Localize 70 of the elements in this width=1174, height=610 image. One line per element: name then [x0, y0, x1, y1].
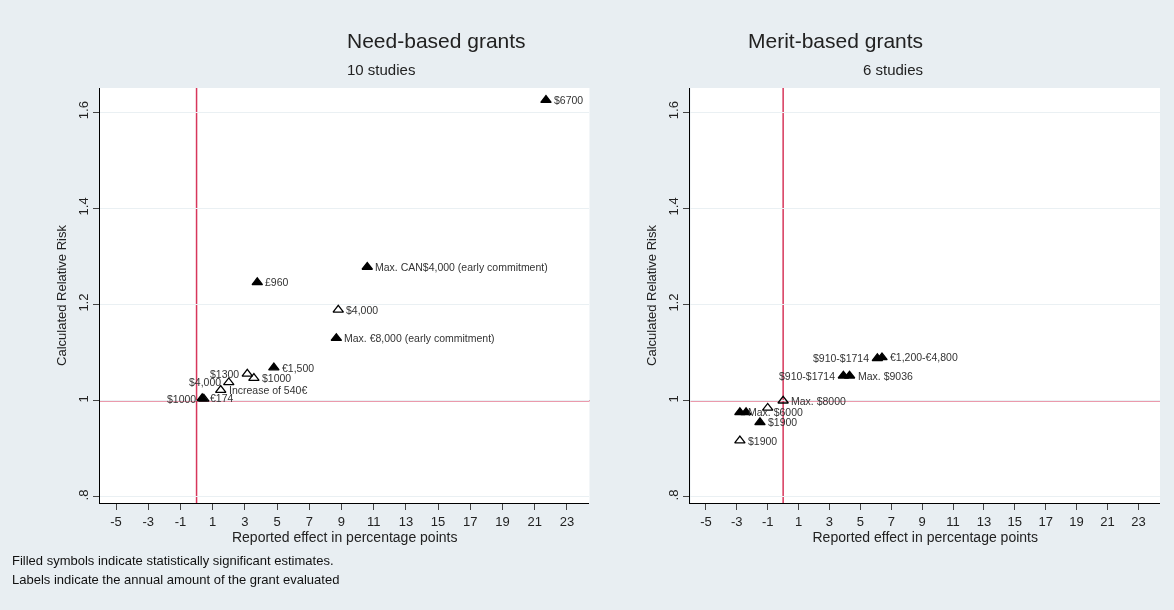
annotation: Max. $8000: [791, 395, 847, 407]
point: [540, 94, 552, 103]
annotation: Max. €8,000 (early commitment): [344, 332, 495, 344]
x-tick-label: 3: [825, 513, 834, 529]
x-tick-label: 15: [430, 513, 446, 529]
y-tick-label: .8: [75, 489, 91, 501]
x-tick-label: -5: [110, 513, 122, 529]
point: [248, 372, 260, 382]
point: [268, 362, 280, 371]
annotation: $4,000: [346, 304, 379, 316]
x-tick-label: -1: [174, 513, 187, 529]
chart-title: Need-based grants: [347, 29, 526, 52]
annotation: $910-$1714: [813, 352, 870, 364]
annotation: $1300: [210, 368, 240, 380]
y-tick-label: 1.2: [666, 293, 682, 312]
x-tick-label: 3: [241, 513, 249, 529]
x-tick-label: -1: [761, 513, 774, 529]
x-tick-label: 23: [559, 513, 575, 529]
text: Labels indicate the annual amount of the grant evaluated: [12, 572, 340, 587]
annotation: $1000: [167, 393, 197, 405]
x-tick-label: 5: [273, 513, 281, 529]
y-tick-label: 1.4: [666, 197, 682, 216]
point: [754, 417, 766, 426]
y-axis-title: Calculated Relative Risk: [644, 224, 660, 366]
x-tick-label: 1: [209, 513, 217, 529]
x-tick-label: 19: [1069, 513, 1084, 529]
annotation: €1,200-€4,800: [890, 351, 958, 363]
x-tick-label: 5: [856, 513, 864, 529]
x-tick-label: 15: [1007, 513, 1023, 529]
x-tick-label: 9: [918, 513, 926, 529]
y-tick-label: 1: [75, 395, 91, 403]
y-tick-label: 1.6: [666, 101, 682, 120]
point: [777, 395, 789, 404]
x-tick-label: 23: [1131, 513, 1146, 529]
y-tick-label: 1.6: [75, 101, 91, 120]
annotation: $1900: [748, 435, 778, 447]
x-tick-label: 21: [1100, 513, 1115, 529]
x-tick-label: -5: [700, 513, 712, 529]
x-tick-label: 19: [495, 513, 510, 529]
annotation: Max. $9036: [858, 370, 914, 382]
annotation: $6700: [554, 94, 584, 106]
annotation: £960: [265, 276, 289, 288]
chart-subtitle: 6 studies: [863, 61, 924, 78]
x-tick-label: 9: [337, 513, 346, 529]
x-tick-label: -3: [142, 513, 155, 529]
x-tick-label: 17: [1038, 513, 1053, 529]
chart-title: Merit-based grants: [748, 29, 924, 52]
text: Filled symbols indicate statistically significant estimates.: [12, 553, 334, 568]
x-tick-label: 1: [794, 513, 803, 529]
annotation: Max. CAN$4,000 (early commitment): [375, 261, 548, 273]
y-tick-label: 1.4: [75, 197, 91, 216]
y-axis-title: Calculated Relative Risk: [53, 224, 69, 366]
annotation: $1000: [262, 372, 292, 384]
x-tick-label: 17: [463, 513, 478, 529]
x-tick-label: 11: [366, 513, 381, 529]
chart-subtitle: 10 studies: [347, 61, 416, 78]
x-tick-label: 13: [976, 513, 992, 529]
point: [734, 435, 746, 444]
y-tick-label: 1: [666, 395, 682, 403]
x-tick-label: -3: [731, 513, 743, 529]
x-axis-title: Reported effect in percentage points: [812, 528, 1038, 545]
x-tick-label: 13: [398, 513, 414, 529]
x-tick-label: 11: [946, 513, 960, 529]
y-tick-label: 1.2: [75, 293, 91, 312]
x-tick-label: 7: [305, 513, 313, 529]
x-tick-label: 7: [887, 513, 895, 529]
y-tick-label: .8: [666, 489, 682, 501]
x-axis-title: Reported effect in percentage points: [231, 528, 458, 545]
annotation: €1,500: [282, 362, 315, 374]
x-tick-label: 21: [527, 513, 542, 529]
